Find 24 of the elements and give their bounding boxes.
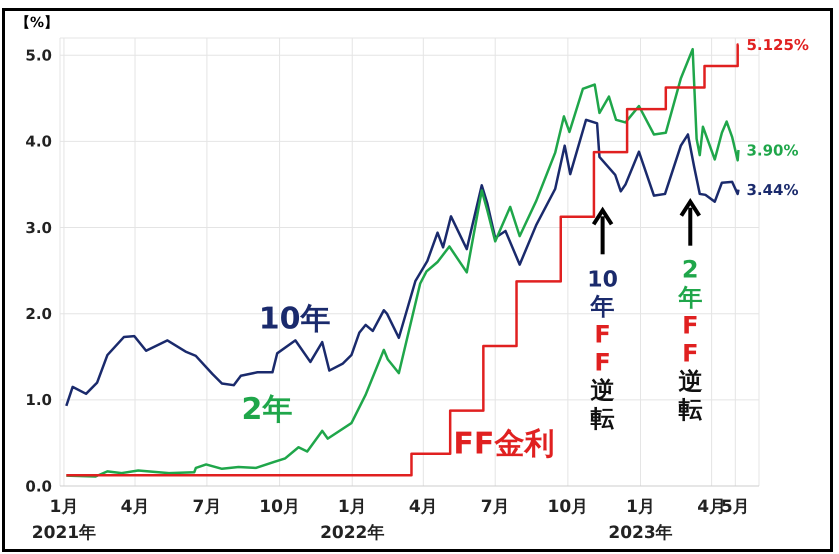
y-tick-label: 3.0	[25, 218, 52, 237]
series-label: 2年	[242, 392, 292, 428]
annotation: 10年FF逆転	[587, 267, 618, 432]
annotation: 2年FF逆転	[677, 256, 702, 424]
y-tick-label: 2.0	[25, 305, 52, 324]
series-label: 10年	[258, 302, 330, 337]
annotation: 3.90%	[746, 141, 799, 160]
x-tick-label: 4月	[408, 497, 438, 517]
y-tick-label: 4.0	[25, 132, 52, 151]
x-tick-label: 1月 2023年	[608, 497, 673, 543]
y-tick-label: 0.0	[25, 477, 52, 496]
x-tick-label: 10月	[548, 497, 588, 517]
x-tick-label: 10月	[259, 497, 300, 517]
x-tick-label: 7月	[192, 497, 222, 517]
x-tick-label: 7月	[480, 497, 510, 517]
annotation: 5.125%	[746, 36, 809, 54]
annotation: 3.44%	[746, 180, 799, 199]
x-tick-label: 1月 2022年	[320, 497, 384, 543]
x-tick-label: 4月	[120, 497, 150, 517]
y-tick-label: 5.0	[25, 46, 52, 65]
y-tick-label: 1.0	[25, 391, 52, 410]
series-label: FF金利	[453, 426, 554, 462]
x-tick-label: 1月 2021年	[32, 497, 96, 543]
y-axis-title: 【%】	[16, 14, 58, 32]
